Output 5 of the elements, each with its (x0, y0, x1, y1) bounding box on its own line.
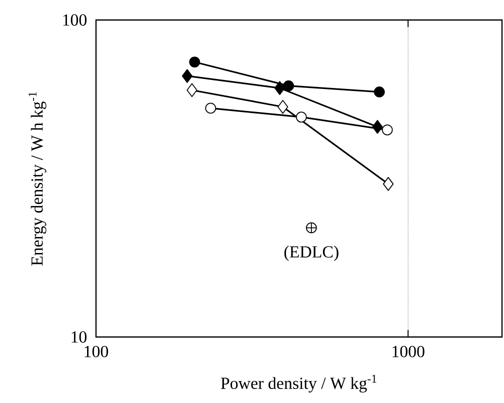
y-axis-title: Energy density / W h kg$^{-1}$ (28, 92, 46, 266)
y-tick-label: 10 (72, 331, 87, 343)
x-tick-label: 1000 (392, 346, 424, 358)
x-axis-title: Power density / W kg$^{-1}$ (220, 374, 376, 392)
annotation: (EDLC) (284, 246, 338, 262)
